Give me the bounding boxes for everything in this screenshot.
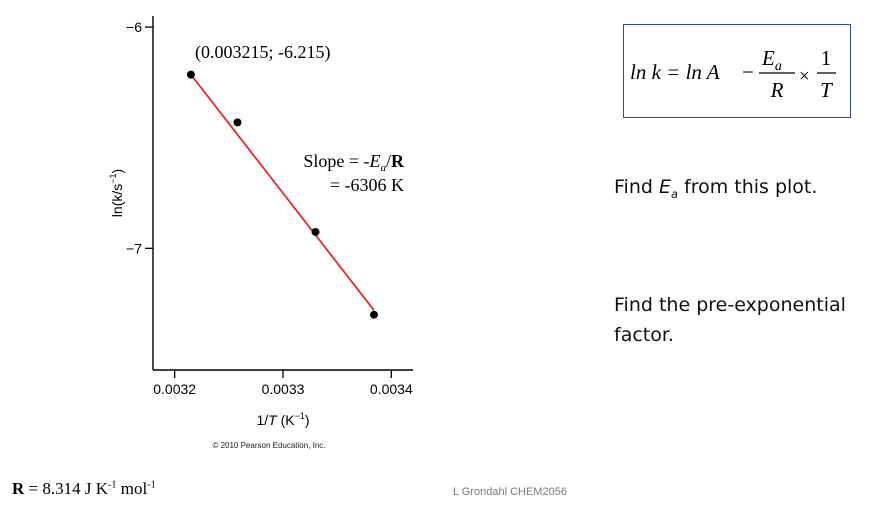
course-credit: L Grondahl CHEM2056 — [453, 486, 567, 498]
y-axis-label: ln(k/s−1) — [108, 169, 125, 217]
question-preexp-line2: factor. — [614, 324, 674, 346]
y-tick-label: −6 — [126, 19, 142, 35]
data-point — [186, 70, 195, 79]
equation-r: R — [770, 78, 784, 102]
plot-axes: −6 −7 0.0032 0.0033 0.0034 — [126, 16, 413, 397]
data-point — [311, 227, 320, 236]
equation-lhs: ln k = ln A — [630, 60, 720, 84]
data-point — [233, 118, 242, 127]
gas-constant: R = 8.314 J K-1 mol-1 — [12, 479, 156, 498]
x-tick-label: 0.0033 — [262, 381, 305, 397]
kinetics-plot: −6 −7 0.0032 0.0033 0.0034 1/T (K−1) ln(k/s−… — [108, 16, 413, 450]
slope-value: = -6306 K — [330, 175, 404, 195]
arrhenius-equation: ln k = ln A − Ea R × 1 T — [630, 46, 836, 102]
copyright: © 2010 Pearson Education, Inc. — [212, 441, 325, 450]
point-annotation: (0.003215; -6.215) — [195, 42, 330, 63]
slope-annotation: Slope = -Ea/R — [303, 151, 405, 174]
x-tick-label: 0.0032 — [153, 381, 196, 397]
equation-times: × — [799, 66, 810, 87]
equation-ea: Ea — [761, 46, 782, 74]
fit-line — [190, 74, 375, 311]
equation-one: 1 — [821, 46, 832, 70]
question-ea: Find Ea from this plot. — [614, 176, 818, 201]
x-axis-label: 1/T (K−1) — [256, 411, 309, 428]
plot-marks — [186, 70, 378, 319]
equation-t: T — [820, 78, 833, 102]
x-tick-label: 0.0034 — [370, 381, 413, 397]
rate-equation-box: ln k = ln A − Ea R × 1 T — [623, 24, 851, 118]
equation-minus: − — [742, 60, 754, 84]
question-preexp-line1: Find the pre-exponential — [614, 294, 846, 316]
y-tick-label: −7 — [126, 240, 142, 256]
data-point — [370, 310, 378, 319]
